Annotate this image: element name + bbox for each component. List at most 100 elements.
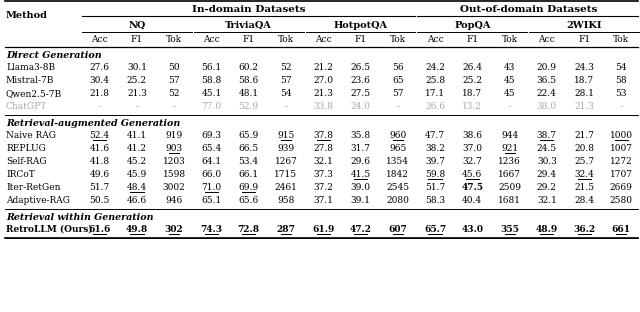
Text: 2509: 2509 [498,183,521,192]
Text: 48.1: 48.1 [239,89,259,98]
Text: 965: 965 [389,144,406,153]
Text: 38.6: 38.6 [462,131,483,140]
Text: Self-RAG: Self-RAG [6,157,47,166]
Text: -: - [396,102,399,111]
Text: 21.3: 21.3 [127,89,147,98]
Text: 43.0: 43.0 [461,225,483,234]
Text: 26.5: 26.5 [351,63,371,72]
Text: 58.6: 58.6 [239,76,259,85]
Text: 1707: 1707 [610,170,633,179]
Text: 25.2: 25.2 [127,76,147,85]
Text: 25.2: 25.2 [462,76,483,85]
Text: 56.1: 56.1 [202,63,221,72]
Text: 25.7: 25.7 [574,157,594,166]
Text: F1: F1 [355,36,367,45]
Text: 65: 65 [392,76,404,85]
Text: 661: 661 [612,225,631,234]
Text: 3002: 3002 [163,183,186,192]
Text: Llama3-8B: Llama3-8B [6,63,55,72]
Text: 49.6: 49.6 [90,170,109,179]
Text: 607: 607 [388,225,407,234]
Text: 28.1: 28.1 [574,89,594,98]
Text: F1: F1 [466,36,478,45]
Text: TriviaQA: TriviaQA [225,21,272,30]
Text: 53.4: 53.4 [239,157,259,166]
Text: 37.0: 37.0 [462,144,483,153]
Text: 30.1: 30.1 [127,63,147,72]
Text: 27.6: 27.6 [90,63,109,72]
Text: 2580: 2580 [610,196,633,205]
Text: 2545: 2545 [386,183,410,192]
Text: 33.8: 33.8 [314,102,333,111]
Text: 52.9: 52.9 [239,102,259,111]
Text: 32.4: 32.4 [574,170,594,179]
Text: 59.8: 59.8 [425,170,445,179]
Text: 52.4: 52.4 [90,131,109,140]
Text: 21.7: 21.7 [574,131,594,140]
Text: 26.6: 26.6 [425,102,445,111]
Text: 35.8: 35.8 [351,131,371,140]
Text: 17.1: 17.1 [425,89,445,98]
Text: 60.2: 60.2 [239,63,259,72]
Text: 47.2: 47.2 [349,225,371,234]
Text: 24.0: 24.0 [351,102,371,111]
Text: Tok: Tok [166,36,182,45]
Text: 26.4: 26.4 [462,63,483,72]
Text: 48.9: 48.9 [536,225,558,234]
Text: 58.3: 58.3 [425,196,445,205]
Text: 51.7: 51.7 [425,183,445,192]
Text: 45: 45 [504,76,515,85]
Text: Direct Generation: Direct Generation [6,51,102,60]
Text: 919: 919 [166,131,183,140]
Text: 61.6: 61.6 [88,225,111,234]
Text: 21.5: 21.5 [574,183,594,192]
Text: 18.7: 18.7 [462,89,483,98]
Text: Mistral-7B: Mistral-7B [6,76,54,85]
Text: 37.1: 37.1 [313,196,333,205]
Text: 302: 302 [164,225,184,234]
Text: 38.2: 38.2 [425,144,445,153]
Text: 939: 939 [277,144,294,153]
Text: RetroLLM (Ours): RetroLLM (Ours) [6,225,93,234]
Text: 72.8: 72.8 [237,225,260,234]
Text: 27.0: 27.0 [313,76,333,85]
Text: 355: 355 [500,225,519,234]
Text: -: - [508,102,511,111]
Text: 61.9: 61.9 [312,225,335,234]
Text: 29.6: 29.6 [351,157,371,166]
Text: -: - [173,102,175,111]
Text: 65.1: 65.1 [202,196,221,205]
Text: 45.9: 45.9 [127,170,147,179]
Text: 20.8: 20.8 [574,144,594,153]
Text: Acc: Acc [315,36,332,45]
Text: 69.9: 69.9 [239,183,259,192]
Text: 39.0: 39.0 [351,183,371,192]
Text: 77.0: 77.0 [202,102,221,111]
Text: 1203: 1203 [163,157,186,166]
Text: 24.5: 24.5 [537,144,557,153]
Text: 23.6: 23.6 [351,76,371,85]
Text: Acc: Acc [538,36,556,45]
Text: 287: 287 [276,225,296,234]
Text: 71.0: 71.0 [202,183,221,192]
Text: Iter-RetGen: Iter-RetGen [6,183,61,192]
Text: 29.4: 29.4 [537,170,557,179]
Text: 1715: 1715 [275,170,298,179]
Text: 45: 45 [504,89,515,98]
Text: 37.8: 37.8 [313,131,333,140]
Text: 65.6: 65.6 [239,196,259,205]
Text: 57: 57 [392,89,404,98]
Text: 18.7: 18.7 [574,76,594,85]
Text: 58: 58 [616,76,627,85]
Text: 915: 915 [277,131,294,140]
Text: 41.8: 41.8 [90,157,109,166]
Text: 69.3: 69.3 [202,131,221,140]
Text: -: - [136,102,138,111]
Text: 52: 52 [280,63,292,72]
Text: IRCoT: IRCoT [6,170,35,179]
Text: 64.1: 64.1 [202,157,221,166]
Text: F1: F1 [243,36,255,45]
Text: 38.7: 38.7 [537,131,557,140]
Text: 1681: 1681 [498,196,521,205]
Text: 32.7: 32.7 [462,157,482,166]
